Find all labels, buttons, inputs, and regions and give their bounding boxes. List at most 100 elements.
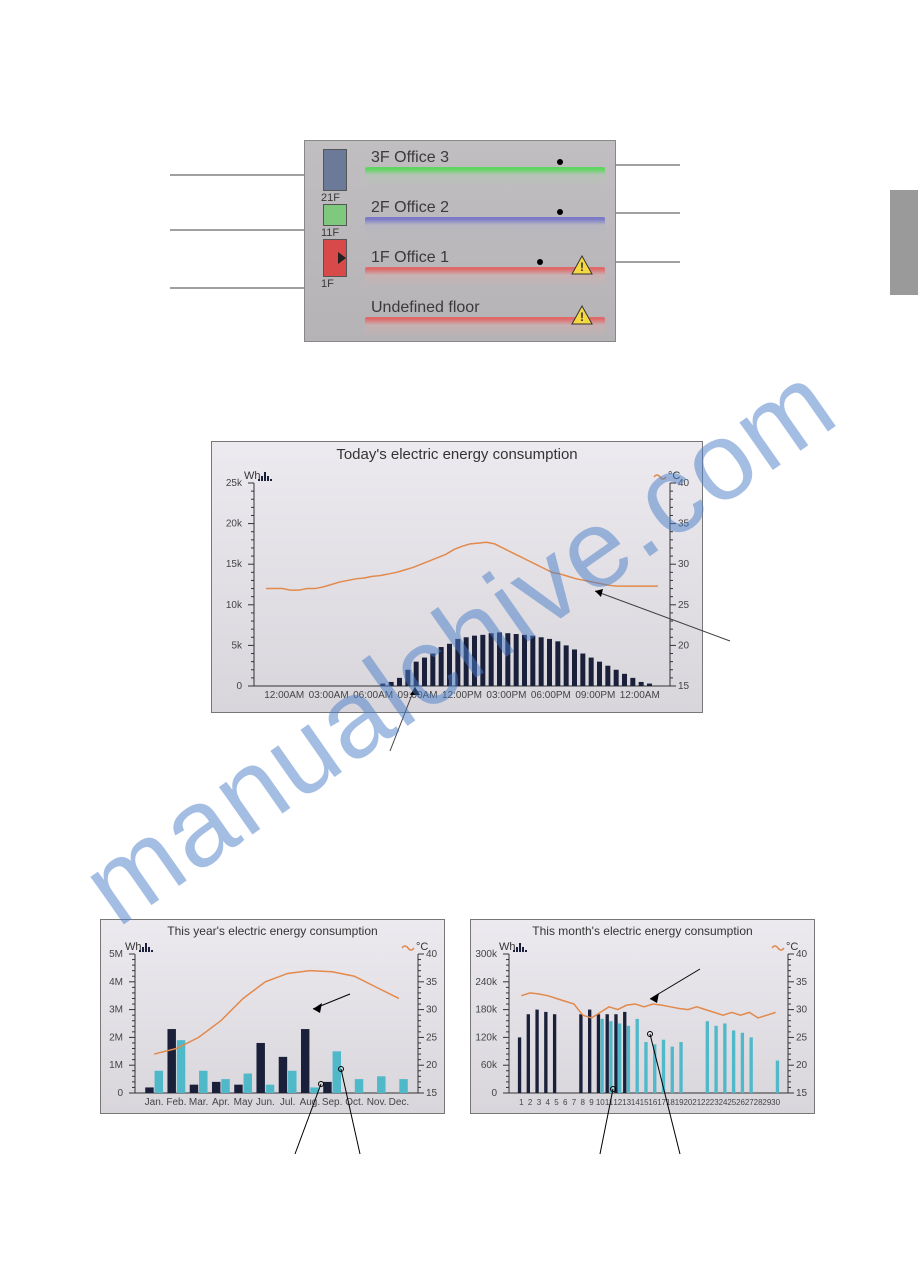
- floor-bar: [365, 267, 605, 287]
- year-chart-title: This year's electric energy consumption: [101, 920, 444, 938]
- svg-text:12:00AM: 12:00AM: [264, 690, 304, 701]
- floor-row[interactable]: 1F Office 1!: [365, 247, 605, 291]
- floor-label: Undefined floor: [371, 299, 480, 317]
- svg-text:7: 7: [572, 1098, 577, 1107]
- svg-text:25k: 25k: [226, 478, 243, 489]
- svg-text:15: 15: [796, 1088, 808, 1099]
- today-chart-panel: Today's electric energy consumption Wh°C…: [211, 441, 703, 713]
- svg-text:10k: 10k: [226, 600, 243, 611]
- elevator-label: 21F: [321, 192, 357, 204]
- svg-text:0: 0: [491, 1088, 497, 1099]
- elevator-block: [323, 239, 347, 277]
- month-chart-svg: Wh°C300k240k180k120k60k04035302520151234…: [471, 938, 814, 1111]
- svg-text:1M: 1M: [109, 1060, 123, 1071]
- svg-text:03:00PM: 03:00PM: [486, 690, 526, 701]
- svg-text:30: 30: [796, 1005, 808, 1016]
- svg-text:20: 20: [426, 1060, 438, 1071]
- month-chart-panel: This month's electric energy consumption…: [470, 919, 815, 1114]
- warning-icon: !: [571, 255, 593, 275]
- svg-text:Jun.: Jun.: [256, 1097, 275, 1108]
- page-edge-tab: [890, 190, 918, 295]
- svg-text:2: 2: [528, 1098, 533, 1107]
- svg-text:40: 40: [796, 949, 808, 960]
- svg-text:5M: 5M: [109, 949, 123, 960]
- floor-bar: [365, 167, 605, 187]
- svg-text:30: 30: [678, 559, 690, 570]
- svg-text:240k: 240k: [475, 977, 498, 988]
- floor-bar: [365, 217, 605, 237]
- floor-label: 2F Office 2: [371, 199, 449, 217]
- svg-text:Oct.: Oct.: [345, 1097, 363, 1108]
- floor-row[interactable]: 2F Office 2: [365, 197, 605, 241]
- svg-text:Nov.: Nov.: [367, 1097, 387, 1108]
- svg-text:3M: 3M: [109, 1005, 123, 1016]
- svg-text:09:00PM: 09:00PM: [575, 690, 615, 701]
- svg-text:35: 35: [678, 519, 690, 530]
- svg-text:09:00AM: 09:00AM: [398, 690, 438, 701]
- svg-text:20: 20: [796, 1060, 808, 1071]
- svg-text:Aug.: Aug.: [300, 1097, 321, 1108]
- svg-text:5k: 5k: [231, 640, 243, 651]
- svg-text:180k: 180k: [475, 1005, 498, 1016]
- indicator-dot: [557, 159, 563, 165]
- svg-text:Jan.: Jan.: [145, 1097, 164, 1108]
- svg-text:3: 3: [537, 1098, 542, 1107]
- today-chart-title: Today's electric energy consumption: [212, 442, 702, 463]
- svg-text:!: !: [580, 310, 584, 324]
- svg-text:Apr.: Apr.: [212, 1097, 230, 1108]
- svg-text:Dec.: Dec.: [389, 1097, 410, 1108]
- elevator-label: 11F: [321, 227, 357, 239]
- svg-text:30: 30: [426, 1005, 438, 1016]
- svg-text:4: 4: [545, 1098, 550, 1107]
- svg-text:10: 10: [596, 1098, 605, 1107]
- svg-text:15k: 15k: [226, 559, 243, 570]
- svg-text:0: 0: [236, 681, 242, 692]
- svg-text:20: 20: [678, 640, 690, 651]
- svg-text:9: 9: [589, 1098, 594, 1107]
- svg-text:20k: 20k: [226, 519, 243, 530]
- svg-text:300k: 300k: [475, 949, 498, 960]
- svg-text:60k: 60k: [481, 1060, 498, 1071]
- floor-bar: [365, 317, 605, 337]
- svg-text:12:00AM: 12:00AM: [620, 690, 660, 701]
- floor-row[interactable]: Undefined floor!: [365, 297, 605, 341]
- floor-row[interactable]: 3F Office 3: [365, 147, 605, 191]
- svg-text:03:00AM: 03:00AM: [309, 690, 349, 701]
- svg-text:!: !: [580, 260, 584, 274]
- elevator-label: 1F: [321, 278, 357, 290]
- elevator-block: [323, 204, 347, 226]
- warning-icon: !: [571, 305, 593, 325]
- year-chart-panel: This year's electric energy consumption …: [100, 919, 445, 1114]
- svg-text:5: 5: [554, 1098, 559, 1107]
- svg-text:40: 40: [426, 949, 438, 960]
- svg-text:Sep.: Sep.: [322, 1097, 343, 1108]
- month-chart-title: This month's electric energy consumption: [471, 920, 814, 938]
- indicator-dot: [537, 259, 543, 265]
- floor-status-panel: 21F 11F 1F 3F Office 3 2F Office 2 1F Office…: [304, 140, 616, 342]
- svg-text:1: 1: [519, 1098, 524, 1107]
- floor-label: 3F Office 3: [371, 149, 449, 167]
- svg-text:06:00PM: 06:00PM: [531, 690, 571, 701]
- svg-text:4M: 4M: [109, 977, 123, 988]
- svg-text:May: May: [234, 1097, 253, 1108]
- elevator-column: 21F 11F 1F: [313, 149, 357, 333]
- indicator-dot: [557, 209, 563, 215]
- floor-list: 3F Office 32F Office 21F Office 1!Undefi…: [365, 147, 605, 347]
- svg-text:0: 0: [117, 1088, 123, 1099]
- svg-text:Mar.: Mar.: [189, 1097, 208, 1108]
- svg-text:15: 15: [426, 1088, 438, 1099]
- year-chart-svg: Wh°C5M4M3M2M1M0403530252015Jan.Feb.Mar.A…: [101, 938, 444, 1111]
- svg-text:40: 40: [678, 478, 690, 489]
- svg-text:30: 30: [771, 1098, 780, 1107]
- svg-text:8: 8: [581, 1098, 586, 1107]
- today-chart-svg: Wh°C25k20k15k10k5k040353025201512:00AM03…: [212, 463, 702, 708]
- svg-text:25: 25: [796, 1032, 808, 1043]
- elevator-block: [323, 149, 347, 191]
- svg-text:Feb.: Feb.: [166, 1097, 186, 1108]
- svg-text:35: 35: [796, 977, 808, 988]
- svg-text:06:00AM: 06:00AM: [353, 690, 393, 701]
- svg-text:Jul.: Jul.: [280, 1097, 296, 1108]
- svg-text:12:00PM: 12:00PM: [442, 690, 482, 701]
- floor-label: 1F Office 1: [371, 249, 449, 267]
- svg-text:25: 25: [426, 1032, 438, 1043]
